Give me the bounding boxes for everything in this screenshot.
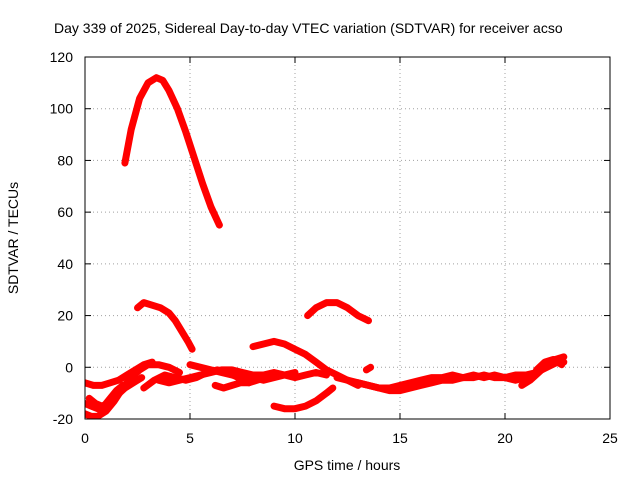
y-tick-label: 40 — [57, 256, 73, 272]
y-tick-label: 20 — [57, 308, 73, 324]
x-tick-labels: 0 5 10 15 20 25 — [81, 430, 618, 446]
x-tick-label: 5 — [186, 430, 194, 446]
y-tick-label: -20 — [53, 411, 73, 427]
series-arc-2 — [134, 299, 196, 353]
series-arc-17 — [533, 356, 566, 374]
plot-frame — [84, 56, 611, 420]
x-tick-label: 0 — [81, 430, 89, 446]
y-tick-label: 120 — [50, 49, 74, 65]
series-arc-15 — [354, 369, 540, 395]
series-arc-13 — [211, 374, 270, 392]
series-arc-5 — [270, 384, 337, 413]
series-arc-12 — [186, 361, 299, 384]
x-axis-label: GPS time / hours — [294, 457, 401, 473]
y-axis-label: SDTVAR / TECUs — [5, 182, 21, 294]
x-tick-label: 20 — [497, 430, 513, 446]
y-tick-labels: -20 0 20 40 60 80 100 120 — [50, 49, 74, 427]
x-tick-label: 15 — [392, 430, 408, 446]
series-arc-9 — [85, 374, 146, 410]
grid-lines — [85, 57, 610, 419]
x-tick-label: 25 — [602, 430, 618, 446]
data-traces — [85, 74, 568, 419]
axis-ticks — [84, 56, 611, 420]
series-arc-7 — [85, 358, 156, 389]
series-arc-3 — [304, 299, 372, 325]
y-tick-label: 60 — [57, 204, 73, 220]
x-tick-label: 10 — [287, 430, 303, 446]
y-tick-label: 100 — [50, 101, 74, 117]
y-tick-label: 80 — [57, 152, 73, 168]
chart-title: Day 339 of 2025, Sidereal Day-to-day VTE… — [54, 20, 563, 36]
y-tick-label: 0 — [65, 359, 73, 375]
series-arc-18 — [362, 363, 375, 374]
series-arc-1 — [121, 74, 223, 229]
series-arc-11 — [155, 366, 330, 387]
